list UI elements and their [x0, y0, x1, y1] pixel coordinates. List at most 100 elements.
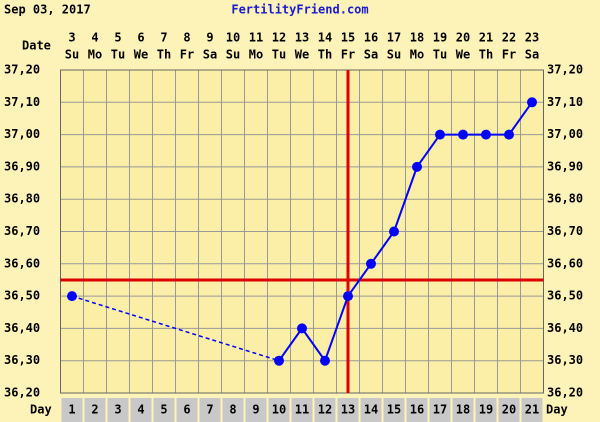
day-cell: [268, 398, 290, 422]
y-tick-label: 36,50: [4, 289, 40, 303]
date-label: 12: [272, 31, 286, 45]
weekday-label: We: [134, 48, 148, 62]
day-cell: [176, 398, 198, 422]
date-label: 10: [226, 31, 240, 45]
y-tick-label: 36,90: [4, 159, 40, 173]
date-label: 13: [295, 31, 309, 45]
x-tick-label: 11: [295, 403, 309, 417]
x-tick-label: 6: [183, 403, 190, 417]
day-label: Day: [546, 403, 568, 417]
y-tick-label-right: 37,00: [547, 127, 583, 141]
weekday-label: Tu: [272, 48, 286, 62]
x-tick-label: 9: [252, 403, 259, 417]
day-cell: [337, 398, 359, 422]
y-tick-label-right: 36,60: [547, 256, 583, 270]
x-tick-label: 13: [341, 403, 355, 417]
point: [67, 291, 77, 302]
x-tick-label: 15: [387, 403, 401, 417]
x-tick-label: 19: [479, 403, 493, 417]
day-cell: [521, 398, 543, 422]
x-tick-label: 2: [91, 403, 98, 417]
weekday-label: Th: [318, 48, 332, 62]
day-cell: [383, 398, 405, 422]
y-tick-label: 36,70: [4, 224, 40, 238]
date-label: 16: [364, 31, 378, 45]
date-label: 18: [410, 31, 424, 45]
x-tick-label: 7: [206, 403, 213, 417]
x-tick-label: 10: [272, 403, 286, 417]
weekday-label: Tu: [111, 48, 125, 62]
day-cell: [153, 398, 175, 422]
point: [458, 129, 468, 140]
day-cell: [84, 398, 106, 422]
y-tick-label-right: 36,20: [547, 386, 583, 400]
y-tick-label: 36,60: [4, 256, 40, 270]
date-label: 9: [206, 31, 213, 45]
day-cell: [406, 398, 428, 422]
y-tick-label-right: 36,30: [547, 353, 583, 367]
x-tick-label: 4: [137, 403, 144, 417]
date-label: 17: [387, 31, 401, 45]
weekday-label: Fr: [502, 48, 516, 62]
date-label: 8: [183, 31, 190, 45]
day-cell: [498, 398, 520, 422]
date-label: Date: [22, 39, 51, 53]
weekday-label: Su: [226, 48, 240, 62]
point: [274, 355, 284, 366]
date-label: 22: [502, 31, 516, 45]
weekday-label: Mo: [249, 48, 263, 62]
point: [320, 355, 330, 366]
point: [435, 129, 445, 140]
y-tick-label-right: 36,70: [547, 224, 583, 238]
y-tick-label: 37,20: [4, 63, 40, 77]
weekday-label: Th: [479, 48, 493, 62]
point: [504, 129, 514, 140]
x-tick-label: 1: [68, 403, 75, 417]
date-label: 5: [114, 31, 121, 45]
x-tick-label: 14: [364, 403, 378, 417]
plot-border: [60, 69, 544, 394]
y-tick-label-right: 37,20: [547, 63, 583, 77]
weekday-label: Su: [65, 48, 79, 62]
chart-title: Sep 03, 2017: [4, 3, 91, 17]
date-label: 3: [68, 31, 75, 45]
date-label: 20: [456, 31, 470, 45]
point: [297, 323, 307, 334]
day-cell: [245, 398, 267, 422]
x-tick-label: 18: [456, 403, 470, 417]
weekday-label: Sa: [364, 48, 378, 62]
site-name[interactable]: FertilityFriend.com: [231, 3, 368, 17]
weekday-label: Fr: [180, 48, 194, 62]
y-tick-label-right: 36,80: [547, 192, 583, 206]
point: [343, 291, 353, 302]
x-tick-label: 8: [229, 403, 236, 417]
point: [412, 161, 422, 172]
x-tick-label: 21: [525, 403, 539, 417]
day-cell: [429, 398, 451, 422]
point: [366, 258, 376, 269]
point: [527, 97, 537, 108]
y-tick-label-right: 36,90: [547, 159, 583, 173]
gap-bridge: [71, 295, 280, 362]
day-cell: [475, 398, 497, 422]
y-tick-label: 37,00: [4, 127, 40, 141]
weekday-label: Mo: [410, 48, 424, 62]
day-label: Day: [30, 403, 52, 417]
day-cell: [291, 398, 313, 422]
date-label: 15: [341, 31, 355, 45]
x-tick-label: 5: [160, 403, 167, 417]
date-label: 4: [91, 31, 98, 45]
date-label: 11: [249, 31, 263, 45]
day-cell: [61, 398, 83, 422]
point: [389, 226, 399, 237]
y-tick-label-right: 36,40: [547, 321, 583, 335]
weekday-label: Su: [387, 48, 401, 62]
weekday-label: We: [295, 48, 309, 62]
y-tick-label: 37,10: [4, 95, 40, 109]
y-tick-label: 36,80: [4, 192, 40, 206]
y-tick-label: 36,40: [4, 321, 40, 335]
day-cell: [452, 398, 474, 422]
weekday-label: Sa: [203, 48, 217, 62]
x-tick-label: 20: [502, 403, 516, 417]
y-tick-label-right: 36,50: [547, 289, 583, 303]
